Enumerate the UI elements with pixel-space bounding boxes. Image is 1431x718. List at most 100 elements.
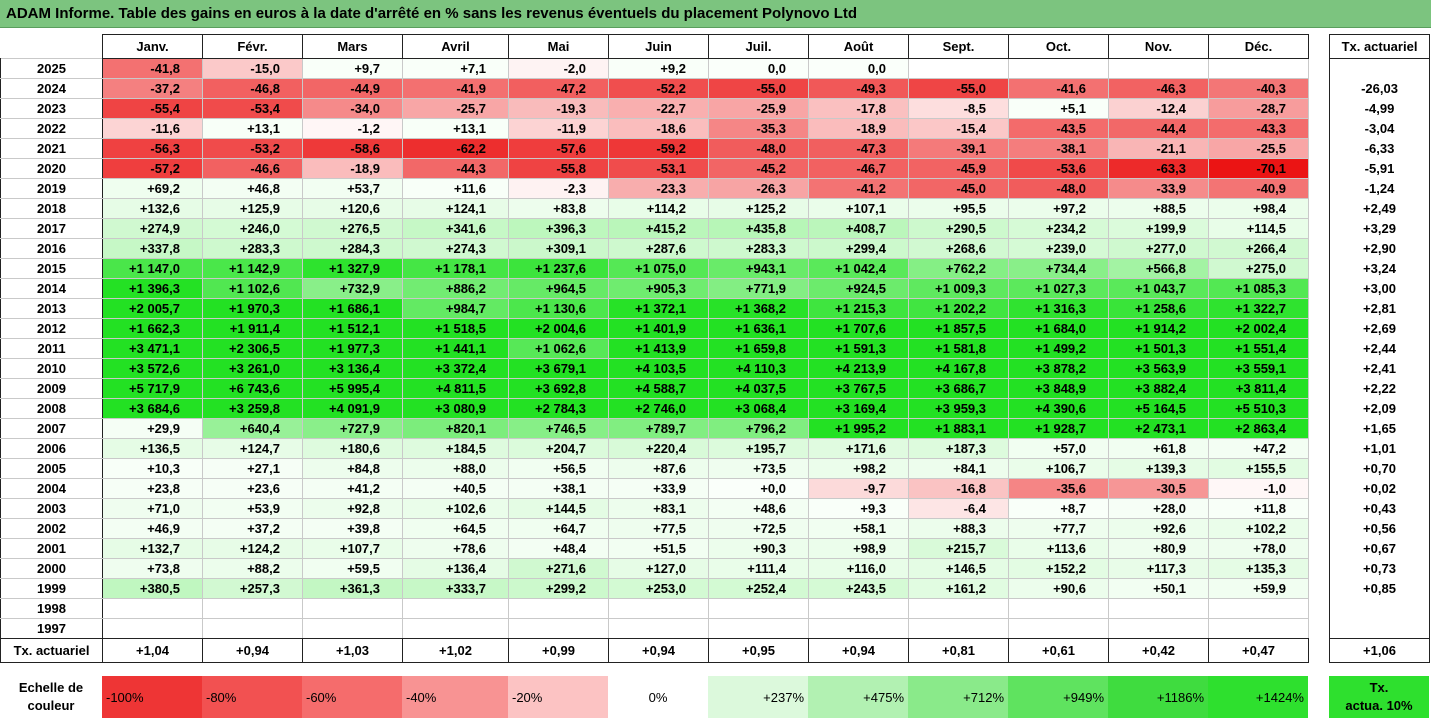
gain-cell: +2 306,5 xyxy=(202,338,303,359)
gain-cell: +180,6 xyxy=(302,438,403,459)
gain-cell: +964,5 xyxy=(508,278,609,299)
gain-cell: +1 327,9 xyxy=(302,258,403,279)
gain-cell xyxy=(608,598,709,619)
gain-cell: -55,0 xyxy=(908,78,1009,99)
gain-cell: +5,1 xyxy=(1008,98,1109,119)
gain-cell: +2 473,1 xyxy=(1108,418,1209,439)
gain-cell: +64,5 xyxy=(402,518,509,539)
gain-cell: -35,6 xyxy=(1008,478,1109,499)
gain-cell: -16,8 xyxy=(908,478,1009,499)
gain-cell: +1 085,3 xyxy=(1208,278,1309,299)
year-cell: 2015 xyxy=(0,258,103,279)
table-row: 2002 +46,9 +37,2 +39,8 +64,5 +64,7 +77,5 +72,5 +… xyxy=(0,518,1309,539)
gain-cell: +361,3 xyxy=(302,578,403,599)
gain-cell: +2 005,7 xyxy=(102,298,203,319)
gain-cell: +337,8 xyxy=(102,238,203,259)
actuarial-rate-cell: -6,33 xyxy=(1329,138,1430,159)
gain-cell: -45,2 xyxy=(708,158,809,179)
year-cell: 1999 xyxy=(0,578,103,599)
gain-cell: +199,9 xyxy=(1108,218,1209,239)
gain-cell: +1 518,5 xyxy=(402,318,509,339)
rate-row: +2,69 xyxy=(1329,318,1430,339)
gain-cell: +796,2 xyxy=(708,418,809,439)
year-cell: 2025 xyxy=(0,58,103,79)
gain-cell: +57,0 xyxy=(1008,438,1109,459)
year-cell: 2022 xyxy=(0,118,103,139)
gain-cell: -2,3 xyxy=(508,178,609,199)
actuarial-rate-cell xyxy=(1329,598,1430,619)
actuarial-rate-cell: +2,09 xyxy=(1329,398,1430,419)
gain-cell: -57,2 xyxy=(102,158,203,179)
year-cell: 2014 xyxy=(0,278,103,299)
actuarial-rate-cell: +3,24 xyxy=(1329,258,1430,279)
table-row: 2006 +136,5 +124,7 +180,6 +184,5 +204,7 +220,4… xyxy=(0,438,1309,459)
gain-cell: +1 043,7 xyxy=(1108,278,1209,299)
gain-cell: +136,4 xyxy=(402,558,509,579)
rate-row: +2,22 xyxy=(1329,378,1430,399)
rate-row: -5,91 xyxy=(1329,158,1430,179)
actuarial-rate-cell: +2,44 xyxy=(1329,338,1430,359)
gain-cell: +69,2 xyxy=(102,178,203,199)
gain-cell: -44,9 xyxy=(302,78,403,99)
rate-row: +3,29 xyxy=(1329,218,1430,239)
color-scale-label-line2: couleur xyxy=(27,698,75,713)
gain-cell: +252,4 xyxy=(708,578,809,599)
rate-row: +0,70 xyxy=(1329,458,1430,479)
gain-cell: +341,6 xyxy=(402,218,509,239)
footer-total-rate: +1,06 xyxy=(1329,638,1430,663)
gain-cell: +90,3 xyxy=(708,538,809,559)
gain-cell: -1,0 xyxy=(1208,478,1309,499)
month-header: Août xyxy=(808,34,909,59)
footer-rate-cell: +0,94 xyxy=(202,638,303,663)
gain-cell: +4 103,5 xyxy=(608,358,709,379)
rate-row: +0,85 xyxy=(1329,578,1430,599)
gain-cell: +415,2 xyxy=(608,218,709,239)
gain-cell: +277,0 xyxy=(1108,238,1209,259)
gain-cell xyxy=(402,618,509,639)
gain-cell xyxy=(808,618,909,639)
gain-cell: +125,9 xyxy=(202,198,303,219)
year-cell: 2011 xyxy=(0,338,103,359)
rate-row: +2,44 xyxy=(1329,338,1430,359)
gain-cell: +11,8 xyxy=(1208,498,1309,519)
gain-cell: +640,4 xyxy=(202,418,303,439)
gain-cell: +215,7 xyxy=(908,538,1009,559)
color-scale-swatch: +1186% xyxy=(1108,676,1208,718)
gain-cell: +1 178,1 xyxy=(402,258,509,279)
gain-cell: -30,5 xyxy=(1108,478,1209,499)
gain-cell: +139,3 xyxy=(1108,458,1209,479)
gain-cell: +3 882,4 xyxy=(1108,378,1209,399)
gain-cell: +1 591,3 xyxy=(808,338,909,359)
gain-cell: +1 042,4 xyxy=(808,258,909,279)
gain-cell: +116,0 xyxy=(808,558,909,579)
gain-cell: -39,1 xyxy=(908,138,1009,159)
gain-cell: +51,5 xyxy=(608,538,709,559)
table-row: 1999 +380,5 +257,3 +361,3 +333,7 +299,2 +253,0… xyxy=(0,578,1309,599)
gain-cell: +46,9 xyxy=(102,518,203,539)
gain-cell: +1 662,3 xyxy=(102,318,203,339)
year-cell: 2004 xyxy=(0,478,103,499)
gain-cell: +107,7 xyxy=(302,538,403,559)
gain-cell: +7,1 xyxy=(402,58,509,79)
gain-cell: +4 811,5 xyxy=(402,378,509,399)
year-cell: 2023 xyxy=(0,98,103,119)
gain-cell: -45,9 xyxy=(908,158,1009,179)
gain-cell: +127,0 xyxy=(608,558,709,579)
gain-cell: -56,3 xyxy=(102,138,203,159)
gain-cell: +290,5 xyxy=(908,218,1009,239)
gain-cell: +1 883,1 xyxy=(908,418,1009,439)
gain-cell: +84,1 xyxy=(908,458,1009,479)
gain-cell: +984,7 xyxy=(402,298,509,319)
actuarial-rate-cell: +3,00 xyxy=(1329,278,1430,299)
gain-cell xyxy=(508,598,609,619)
gain-cell: -55,0 xyxy=(708,78,809,99)
gain-cell xyxy=(1208,58,1309,79)
year-cell: 2024 xyxy=(0,78,103,99)
gain-cell: +276,5 xyxy=(302,218,403,239)
gain-cell: +3 959,3 xyxy=(908,398,1009,419)
gain-cell: +98,9 xyxy=(808,538,909,559)
gain-cell: -55,4 xyxy=(102,98,203,119)
month-header: Janv. xyxy=(102,34,203,59)
gain-cell: -46,3 xyxy=(1108,78,1209,99)
table-row: 1997 xyxy=(0,618,1309,639)
